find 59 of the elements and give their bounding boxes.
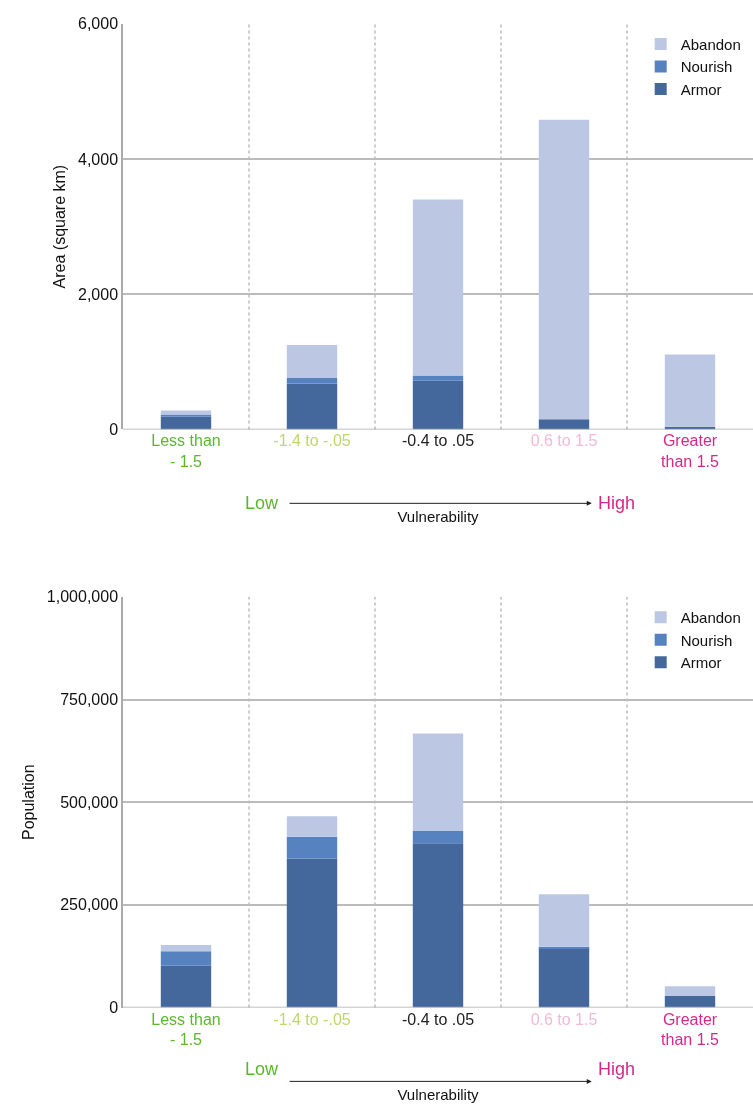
bar [160, 945, 212, 952]
y-tick-label: 2,000 [78, 285, 119, 303]
bar [664, 354, 716, 427]
legend-label: Armor [680, 654, 722, 672]
y-tick-label: 250,000 [60, 896, 119, 914]
bar [538, 947, 590, 1008]
x-axis-title: Vulnerability [397, 508, 480, 526]
x-axis-title: Vulnerability [397, 1086, 480, 1104]
bar [160, 414, 212, 417]
bar [538, 419, 590, 430]
bar [160, 951, 212, 966]
y-tick-label: 4,000 [78, 150, 119, 168]
bar [286, 836, 338, 859]
text: High [598, 1059, 636, 1079]
bar [412, 199, 464, 376]
bar [412, 843, 464, 1008]
legend-label: Abandon [680, 35, 741, 53]
legend-label: Nourish [680, 631, 733, 649]
text: Low [245, 1059, 280, 1079]
text: High [598, 493, 636, 513]
x-tick-label: -0.4 to .05 [401, 1010, 475, 1028]
bar [538, 894, 590, 947]
y-tick-label: 500,000 [60, 793, 119, 811]
x-tick-label: Greater than 1.5 [661, 432, 720, 471]
legend-label: Abandon [680, 609, 741, 627]
bar [286, 816, 338, 837]
x-tick-label: Less than - 1.5 [151, 1010, 221, 1049]
legend-label: Nourish [680, 58, 733, 76]
x-tick-label: Greater than 1.5 [661, 1010, 720, 1049]
bar [664, 996, 716, 1008]
bar [286, 378, 338, 384]
x-tick-label: -1.4 to -.05 [273, 432, 351, 450]
y-axis-title: Area (square km) [51, 164, 69, 289]
x-tick-label: 0.6 to 1.5 [530, 1010, 598, 1028]
bar [286, 344, 338, 379]
y-tick-label: 750,000 [60, 691, 119, 709]
x-tick-label: Less than - 1.5 [151, 432, 221, 471]
x-tick-label: -1.4 to -.05 [273, 1010, 351, 1028]
bar [412, 733, 464, 831]
bar [412, 375, 464, 381]
y-tick-label: 0 [109, 999, 119, 1017]
bar [664, 986, 716, 997]
y-axis-title: Population [20, 764, 38, 841]
y-tick-label: 6,000 [78, 15, 119, 33]
x-tick-label: -0.4 to .05 [401, 432, 475, 450]
bar [538, 946, 590, 949]
y-tick-label: 1,000,000 [46, 588, 119, 606]
bar [160, 410, 212, 415]
bar [412, 830, 464, 844]
y-tick-label: 0 [109, 421, 119, 439]
bar [286, 383, 338, 430]
bar [538, 119, 590, 420]
bar [160, 965, 212, 1008]
bar [160, 416, 212, 430]
legend-label: Armor [680, 80, 722, 98]
x-tick-label: 0.6 to 1.5 [530, 432, 598, 450]
bar [286, 858, 338, 1008]
bar [412, 380, 464, 430]
text: Low [245, 493, 280, 513]
